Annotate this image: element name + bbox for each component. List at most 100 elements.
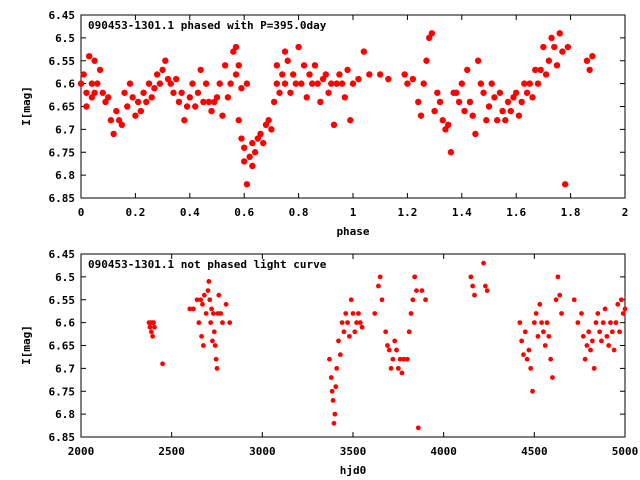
- phased-data-point: [325, 89, 332, 96]
- phased-data-point: [279, 71, 286, 78]
- phased-data-point: [404, 80, 411, 87]
- unphased-data-point: [414, 288, 419, 293]
- phased-data-point: [513, 89, 520, 96]
- phased-data-point: [134, 98, 142, 106]
- unphased-x-axis-label: hjd0: [340, 464, 367, 477]
- unphased-data-point: [218, 311, 224, 316]
- phased-data-point: [232, 43, 240, 51]
- phased-data-point: [504, 98, 512, 106]
- unphased-data-point: [150, 333, 156, 339]
- phased-data-point: [238, 135, 245, 142]
- phased-data-point: [537, 66, 544, 74]
- unphased-data-point: [214, 365, 220, 371]
- phased-x-tick-label: 0.8: [289, 206, 309, 219]
- phased-data-point: [77, 80, 85, 87]
- phased-data-point: [472, 130, 479, 138]
- phased-data-point: [333, 80, 340, 87]
- phased-data-point: [488, 80, 495, 87]
- phased-y-tick-label: 6.7: [55, 123, 75, 136]
- unphased-data-point: [595, 311, 601, 316]
- phased-x-tick-label: 0.2: [125, 206, 145, 219]
- unphased-data-point: [472, 292, 477, 298]
- unphased-data-point: [530, 388, 535, 394]
- phased-data-point: [216, 80, 223, 87]
- unphased-data-point: [357, 320, 363, 326]
- unphased-data-point: [390, 356, 396, 362]
- phased-data-point: [99, 89, 106, 96]
- unphased-data-point: [330, 398, 336, 403]
- unphased-data-point: [356, 311, 361, 316]
- unphased-y-tick-label: 6.8: [55, 408, 75, 421]
- unphased-data-point: [537, 301, 543, 307]
- unphased-data-point: [468, 274, 474, 280]
- phased-data-point: [126, 80, 134, 87]
- unphased-data-point: [611, 347, 617, 353]
- unphased-data-point: [580, 333, 586, 339]
- phased-data-point: [208, 107, 215, 115]
- unphased-data-point: [533, 311, 539, 316]
- phased-data-point: [485, 103, 493, 110]
- unphased-data-point: [343, 311, 349, 316]
- phased-x-tick-label: 1.6: [506, 206, 526, 219]
- phased-data-point: [431, 107, 438, 115]
- unphased-data-point: [196, 320, 202, 326]
- unphased-y-ticks: 6.45 6.5 6.55 6.6 6.65 6.7 6.75 6.8 6.85: [49, 248, 625, 444]
- unphased-data-point: [394, 347, 399, 353]
- unphased-x-tick-label: 2500: [158, 445, 185, 458]
- phased-data-point: [83, 89, 90, 96]
- phased-data-point: [417, 112, 425, 119]
- phased-data-point: [284, 57, 291, 64]
- phased-data-point: [91, 89, 98, 96]
- phased-y-axis-label: I[mag]: [20, 86, 33, 126]
- unphased-data-point: [147, 324, 153, 330]
- phased-data-point: [523, 89, 531, 96]
- phased-data-point: [178, 89, 185, 96]
- phased-x-tick-label: 1.4: [452, 206, 472, 219]
- phased-data-point: [355, 75, 362, 83]
- unphased-data-point: [559, 311, 564, 316]
- phased-y-tick-label: 6.55: [49, 55, 76, 68]
- phased-y-tick-label: 6.8: [55, 169, 75, 182]
- phased-data-point: [181, 117, 188, 124]
- unphased-data-point: [336, 338, 341, 344]
- phased-data-point: [249, 162, 256, 170]
- phased-x-tick-label: 1: [350, 206, 357, 219]
- unphased-data-point: [399, 370, 405, 376]
- unphased-data-point: [198, 297, 204, 303]
- unphased-data-point: [339, 320, 345, 326]
- unphased-data-point: [152, 324, 157, 330]
- unphased-data-point: [482, 283, 488, 289]
- phased-data-point: [121, 89, 128, 96]
- phased-data-point: [583, 57, 591, 64]
- phased-data-point: [213, 94, 221, 101]
- unphased-data-point: [531, 320, 537, 326]
- unphased-data-point: [397, 356, 403, 362]
- phased-data-point: [268, 126, 275, 133]
- unphased-data-point: [620, 311, 626, 316]
- unphased-data-point: [385, 343, 390, 348]
- phased-data-point: [287, 89, 294, 96]
- phased-data-point: [553, 62, 561, 69]
- unphased-data-point: [346, 333, 352, 339]
- phased-data-point: [194, 89, 202, 96]
- phased-data-point: [341, 94, 349, 101]
- phased-x-tick-label: 1.2: [397, 206, 417, 219]
- phased-data-point: [409, 75, 417, 83]
- phased-data-point: [189, 80, 196, 87]
- phased-data-point: [385, 75, 392, 83]
- unphased-data-point: [212, 343, 218, 348]
- unphased-chart-title: 090453-1301.1 not phased light curve: [88, 258, 327, 271]
- phased-data-point: [243, 181, 251, 188]
- phased-data-point: [349, 80, 357, 87]
- phased-data-point: [192, 103, 199, 110]
- phased-data-point: [289, 71, 297, 78]
- phased-data-point: [276, 89, 283, 96]
- unphased-data-point: [412, 274, 418, 280]
- phased-y-tick-label: 6.45: [49, 9, 76, 22]
- phased-data-point: [532, 66, 539, 74]
- unphased-y-tick-label: 6.7: [55, 362, 75, 375]
- phased-data-point: [589, 52, 596, 60]
- phased-data-point: [309, 80, 316, 87]
- phased-data-point: [303, 94, 310, 101]
